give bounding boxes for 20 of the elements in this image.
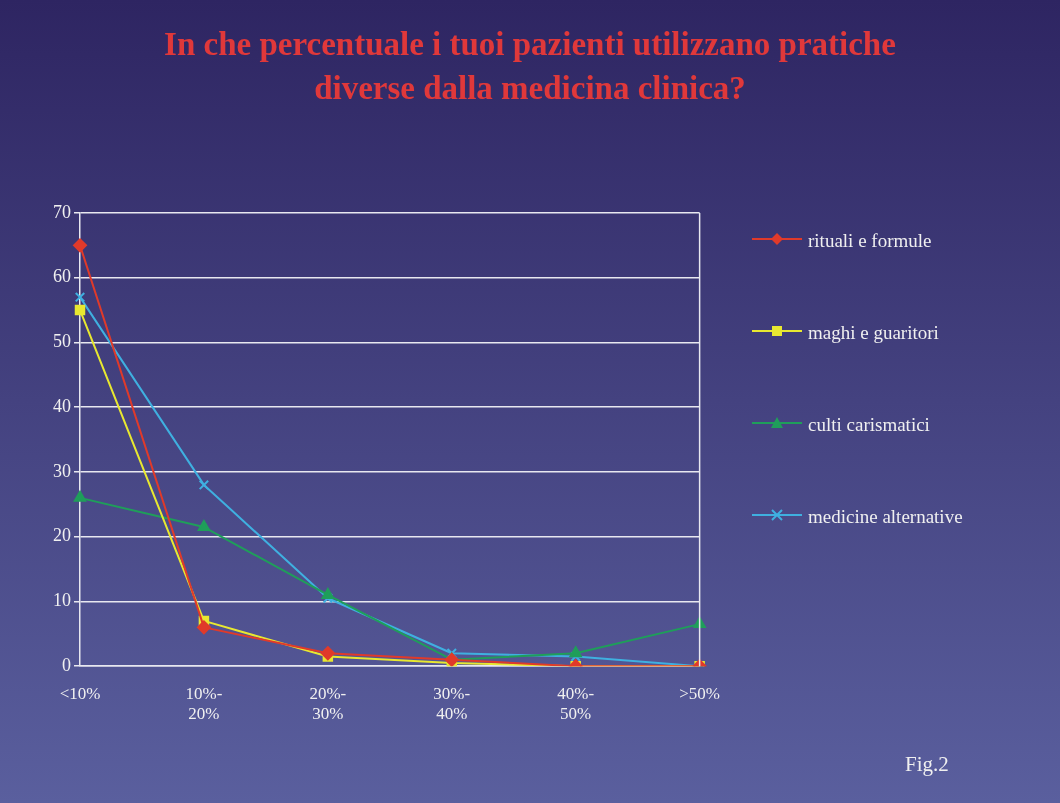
y-tick-label: 10 bbox=[53, 590, 71, 611]
legend-label: maghi e guaritori bbox=[808, 321, 940, 345]
x-tick-label: 40%-50% bbox=[557, 683, 595, 724]
x-tick-label: >50% bbox=[679, 683, 720, 703]
x-tick-label: 20%-30% bbox=[309, 683, 347, 724]
caption: Fig.2 bbox=[905, 752, 949, 777]
x-tick-label: 10%-20% bbox=[185, 683, 223, 724]
y-tick-label: 40 bbox=[53, 395, 71, 416]
y-tick-label: 70 bbox=[53, 201, 71, 222]
y-tick-label: 30 bbox=[53, 460, 71, 481]
x-tick-label: <10% bbox=[59, 683, 101, 703]
y-tick-label: 20 bbox=[53, 525, 71, 546]
legend-label: medicine alternative bbox=[808, 505, 964, 529]
y-tick-label: 0 bbox=[62, 654, 71, 675]
legend-label: rituali e formule bbox=[808, 229, 933, 253]
legend-label: culti carismatici bbox=[808, 413, 931, 437]
y-tick-label: 60 bbox=[53, 266, 71, 287]
y-tick-label: 50 bbox=[53, 331, 71, 352]
chart-title: In che percentuale i tuoi pazienti utilizzano pratiche diverse dalla medicina clinica? bbox=[163, 25, 897, 108]
x-tick-label: 30%-40% bbox=[433, 683, 471, 724]
